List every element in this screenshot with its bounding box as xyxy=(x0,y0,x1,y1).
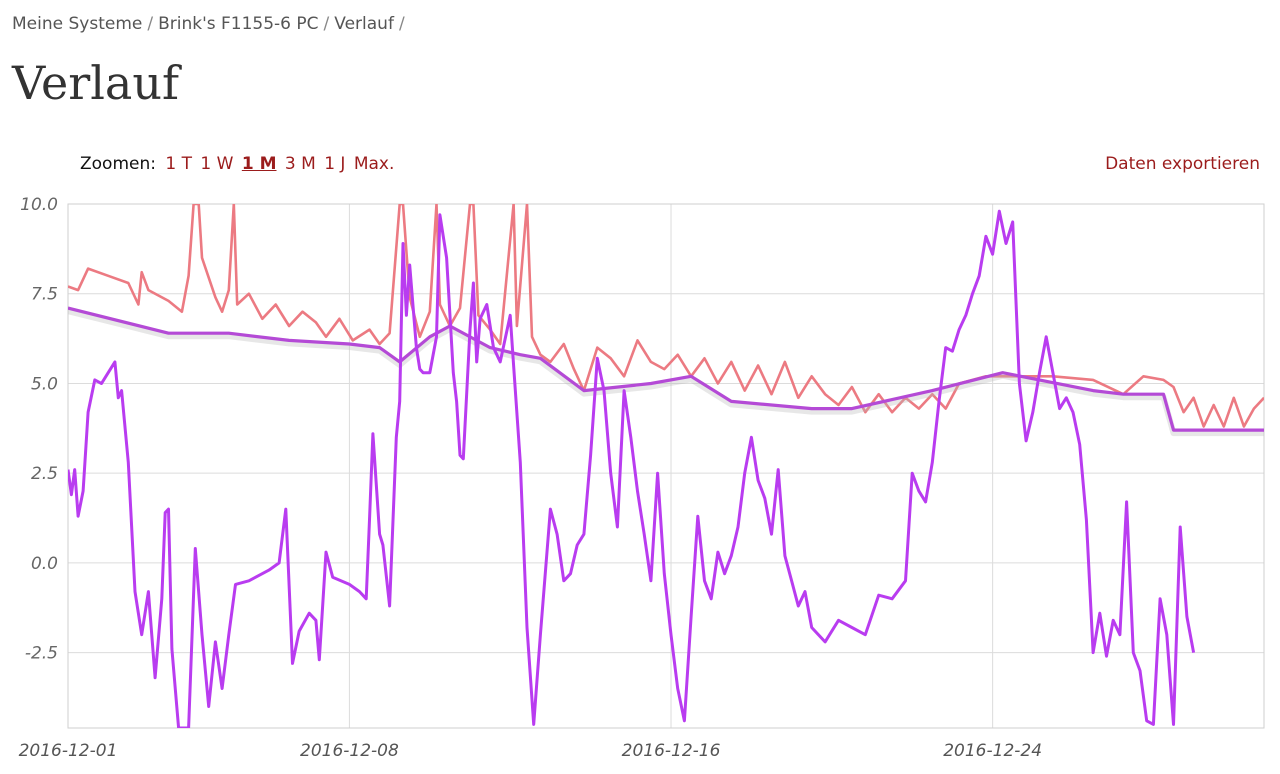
zoom-option-1-week[interactable]: 1 W xyxy=(200,154,234,174)
breadcrumb-item-systems[interactable]: Meine Systeme xyxy=(12,14,143,34)
zoom-label: Zoomen: xyxy=(80,154,156,174)
page-title: Verlauf xyxy=(12,56,179,110)
history-chart[interactable]: 10.0 7.5 5.0 2.5 0.0 -2.5 2016-12-01 2016-12-08… xyxy=(0,190,1280,774)
x-tick-label: 2016-12-08 xyxy=(300,741,399,761)
y-tick-label: -2.5 xyxy=(25,644,58,664)
zoom-bar: Zoomen: 1 T 1 W 1 M 3 M 1 J Max. xyxy=(80,154,397,174)
breadcrumb-separator: / xyxy=(147,14,154,34)
zoom-option-1-year[interactable]: 1 J xyxy=(324,154,346,174)
y-tick-label: 10.0 xyxy=(20,195,58,215)
export-data-link[interactable]: Daten exportieren xyxy=(1105,154,1260,174)
x-tick-label: 2016-12-24 xyxy=(943,741,1042,761)
zoom-option-1-month[interactable]: 1 M xyxy=(241,154,277,174)
y-tick-label: 0.0 xyxy=(31,554,58,574)
series-line-2 xyxy=(68,209,1196,728)
breadcrumb: Meine Systeme / Brink's F1155-6 PC / Verlauf… xyxy=(12,14,410,34)
x-tick-label: 2016-12-16 xyxy=(622,741,721,761)
x-tick-label: 2016-12-01 xyxy=(19,741,118,761)
breadcrumb-item-device[interactable]: Brink's F1155-6 PC xyxy=(158,14,319,34)
y-tick-label: 7.5 xyxy=(31,285,58,305)
y-tick-label: 5.0 xyxy=(31,374,58,394)
breadcrumb-item-history[interactable]: Verlauf xyxy=(334,14,394,34)
zoom-option-1-day[interactable]: 1 T xyxy=(165,154,192,174)
plot-frame xyxy=(67,203,1265,729)
series-line-1 xyxy=(68,306,1264,432)
zoom-option-3-months[interactable]: 3 M xyxy=(284,154,316,174)
zoom-option-max[interactable]: Max. xyxy=(353,154,395,174)
series-shadow xyxy=(68,308,1264,437)
breadcrumb-separator: / xyxy=(398,14,405,34)
y-tick-label: 2.5 xyxy=(31,464,58,484)
breadcrumb-separator: / xyxy=(323,14,330,34)
